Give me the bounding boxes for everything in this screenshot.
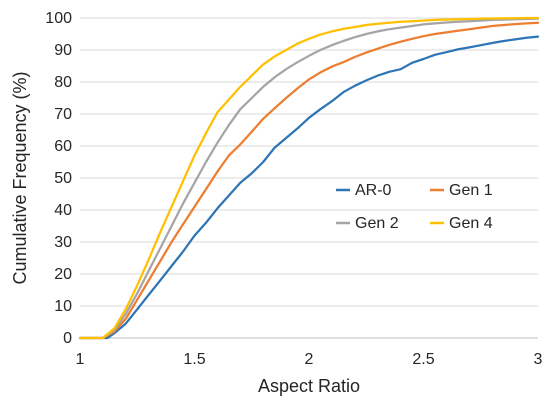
y-tick-label: 20 — [54, 266, 72, 283]
tick-labels: 0 10 20 30 40 50 60 70 80 90 100 1 1.5 2 2.5 3 — [45, 10, 542, 368]
y-tick-label: 30 — [54, 234, 72, 251]
legend-label: Gen 4 — [449, 215, 493, 232]
legend-label: AR-0 — [355, 182, 392, 199]
x-tick-label: 1 — [76, 351, 85, 368]
series-line-ar-0 — [78, 35, 540, 340]
legend: AR-0 Gen 1 Gen 2 Gen 4 — [336, 182, 493, 232]
y-tick-label: 60 — [54, 138, 72, 155]
series-lines — [78, 16, 540, 340]
y-tick-label: 100 — [45, 10, 72, 27]
y-tick-label: 50 — [54, 170, 72, 187]
series-line-gen-2 — [78, 17, 540, 340]
series-line-gen-1 — [78, 21, 540, 340]
x-tick-label: 1.5 — [183, 351, 205, 368]
y-tick-label: 70 — [54, 106, 72, 123]
x-tick-label: 2.5 — [412, 351, 434, 368]
y-tick-label: 0 — [63, 330, 72, 347]
y-axis-title: Cumulative Frequency (%) — [10, 71, 30, 284]
y-tick-label: 40 — [54, 202, 72, 219]
x-axis-title: Aspect Ratio — [258, 376, 360, 396]
legend-label: Gen 2 — [355, 215, 399, 232]
y-tick-label: 10 — [54, 298, 72, 315]
y-tick-label: 90 — [54, 42, 72, 59]
x-tick-label: 2 — [305, 351, 314, 368]
y-tick-label: 80 — [54, 74, 72, 91]
series-line-gen-4 — [78, 16, 540, 340]
x-tick-label: 3 — [534, 351, 543, 368]
legend-label: Gen 1 — [449, 182, 493, 199]
